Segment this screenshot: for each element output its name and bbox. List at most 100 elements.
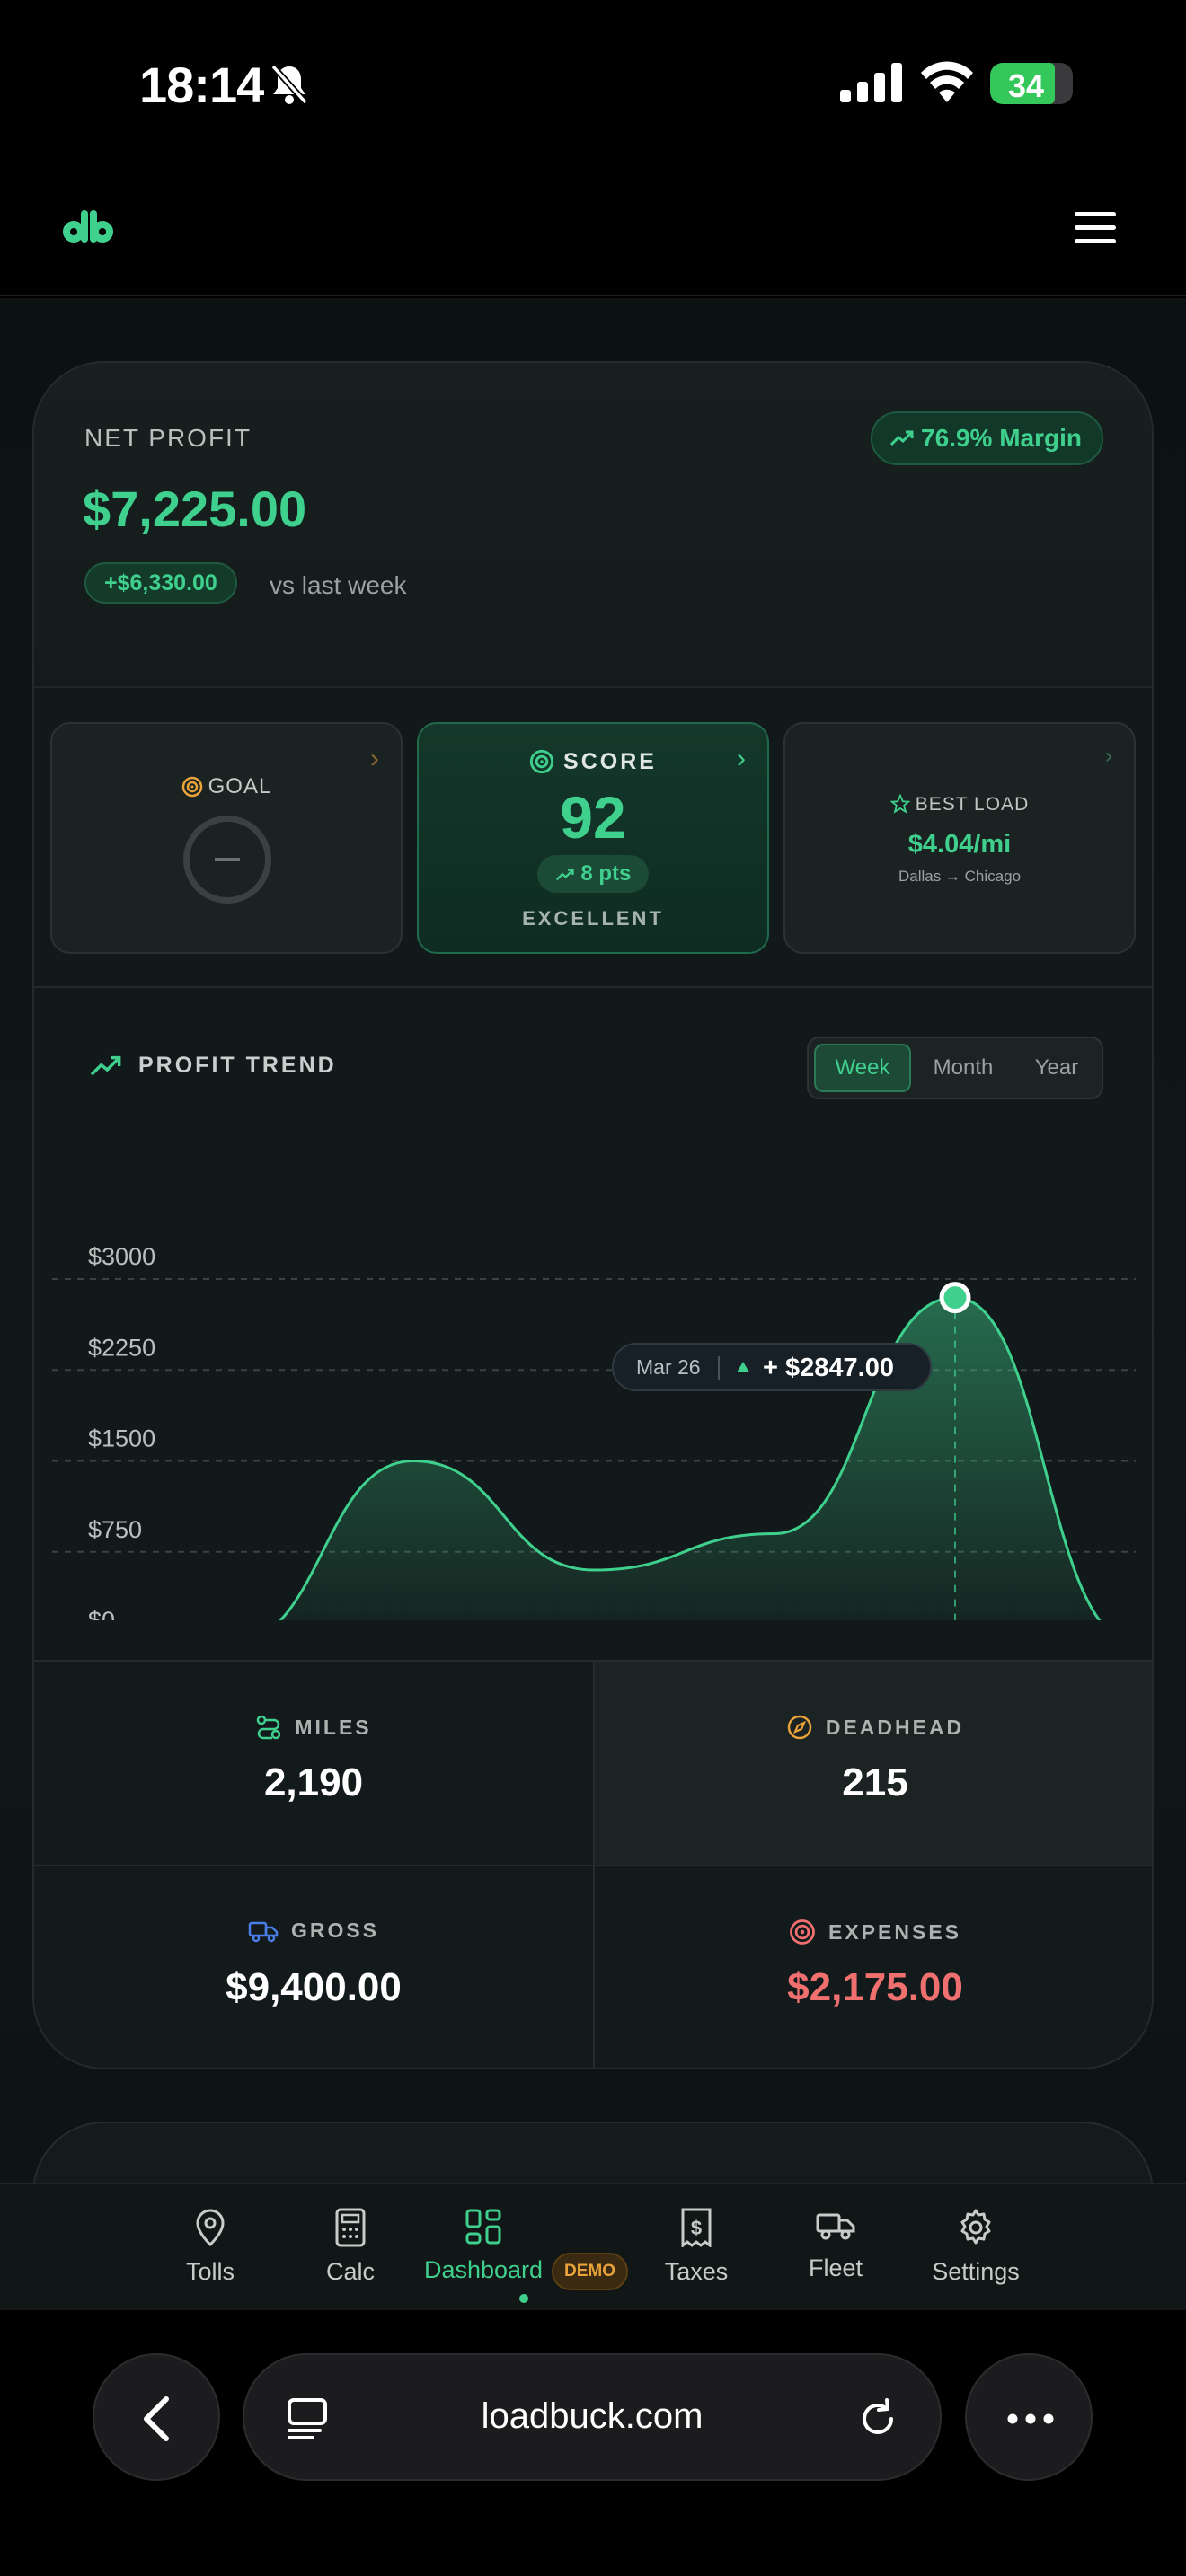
deadhead-stat: DEADHEAD 215 bbox=[595, 1660, 1152, 1865]
profit-delta-badge: +$6,330.00 bbox=[84, 562, 237, 604]
nav-dashboard[interactable]: Dashboard bbox=[419, 2208, 548, 2284]
expenses-label: EXPENSES bbox=[828, 1919, 961, 1944]
y-tick-label: $0 bbox=[88, 1607, 115, 1620]
score-rating: EXCELLENT bbox=[522, 907, 664, 930]
tabs-overview-icon bbox=[288, 2398, 327, 2439]
tab-month[interactable]: Month bbox=[933, 1055, 994, 1080]
target-icon bbox=[181, 776, 202, 798]
hamburger-menu-icon[interactable] bbox=[1075, 212, 1116, 248]
chevron-right-icon: › bbox=[1105, 744, 1112, 768]
y-tick-label: $750 bbox=[88, 1516, 142, 1543]
nav-taxes[interactable]: $ Taxes bbox=[656, 2208, 737, 2286]
trending-up-icon bbox=[555, 869, 574, 881]
active-tab-indicator bbox=[519, 2294, 528, 2303]
net-profit-value: $7,225.00 bbox=[83, 481, 307, 537]
map-pin-icon bbox=[196, 2209, 225, 2247]
target-icon bbox=[529, 749, 554, 774]
chevron-left-icon bbox=[144, 2396, 169, 2441]
chevron-right-icon: › bbox=[370, 744, 379, 773]
best-load-label: BEST LOAD bbox=[785, 793, 1134, 816]
gross-value: $9,400.00 bbox=[226, 1965, 402, 2009]
chevron-right-icon: › bbox=[737, 744, 746, 773]
deadhead-label: DEADHEAD bbox=[825, 1715, 965, 1739]
compass-icon bbox=[787, 1715, 812, 1740]
miles-value: 2,190 bbox=[263, 1760, 364, 1804]
profit-summary-card: NET PROFIT $7,225.00 +$6,330.00 vs last … bbox=[32, 361, 1154, 2069]
tab-week[interactable]: Week bbox=[814, 1044, 911, 1092]
tooltip-value: + $2847.00 bbox=[763, 1354, 894, 1382]
trending-up-icon bbox=[90, 1055, 121, 1076]
best-load-route: Dallas → Chicago bbox=[898, 868, 1022, 885]
nav-calc[interactable]: Calc bbox=[320, 2208, 381, 2286]
nav-tolls[interactable]: Tolls bbox=[180, 2208, 241, 2286]
profit-delta-suffix: vs last week bbox=[270, 571, 407, 599]
expenses-value: $2,175.00 bbox=[787, 1965, 963, 2009]
triangle-up-icon bbox=[737, 1362, 749, 1372]
margin-value: 76.9% Margin bbox=[921, 424, 1082, 452]
route-icon bbox=[257, 1715, 281, 1740]
miles-stat: MILES 2,190 bbox=[34, 1660, 595, 1865]
nav-settings[interactable]: Settings bbox=[925, 2208, 1026, 2286]
gear-icon bbox=[960, 2209, 991, 2245]
reload-icon[interactable] bbox=[855, 2396, 900, 2441]
net-profit-section: NET PROFIT $7,225.00 +$6,330.00 vs last … bbox=[34, 363, 1152, 688]
tooltip-date: Mar 26 bbox=[636, 1355, 701, 1379]
score-card[interactable]: › SCORE 92 8 pts EXCELLENT bbox=[417, 722, 769, 954]
gross-stat: GROSS $9,400.00 bbox=[34, 1865, 595, 2068]
profit-line bbox=[278, 1296, 1102, 1620]
status-bar: 18:14 34 bbox=[0, 0, 1186, 171]
goal-progress-ring bbox=[183, 816, 271, 904]
score-label: SCORE bbox=[419, 749, 767, 775]
y-tick-label: $2250 bbox=[88, 1334, 155, 1361]
score-value: 92 bbox=[560, 784, 626, 851]
score-points-badge: 8 pts bbox=[537, 855, 649, 893]
url-bar[interactable]: loadbuck.com bbox=[243, 2353, 942, 2481]
profit-trend-chart[interactable]: Mar 26 + $2847.00 $3000$2250$1500$750$0 … bbox=[34, 1135, 1154, 1620]
calculator-icon bbox=[335, 2208, 366, 2247]
browser-toolbar: loadbuck.com bbox=[0, 2310, 1186, 2576]
y-tick-label: $1500 bbox=[88, 1425, 155, 1452]
truck-icon bbox=[248, 1921, 279, 1942]
wifi-icon bbox=[921, 61, 973, 102]
expenses-stat: EXPENSES $2,175.00 bbox=[595, 1865, 1152, 2068]
profit-area bbox=[279, 1297, 1100, 1620]
gross-label: GROSS bbox=[290, 1919, 380, 1942]
chart-tooltip: Mar 26 + $2847.00 bbox=[612, 1343, 932, 1391]
best-load-card[interactable]: › BEST LOAD $4.04/mi Dallas → Chicago bbox=[783, 722, 1136, 954]
more-button[interactable] bbox=[965, 2353, 1093, 2481]
battery-indicator: 34 bbox=[990, 63, 1073, 104]
trending-up-icon bbox=[890, 430, 914, 446]
tab-year[interactable]: Year bbox=[1034, 1055, 1079, 1080]
target-icon bbox=[790, 1919, 815, 1945]
loadbuck-logo-icon[interactable] bbox=[61, 208, 117, 244]
margin-badge: 76.9% Margin bbox=[871, 411, 1103, 465]
truck-icon bbox=[816, 2213, 855, 2240]
ellipsis-icon bbox=[1007, 2413, 1054, 2424]
net-profit-label: NET PROFIT bbox=[84, 424, 252, 452]
peak-marker-dot[interactable] bbox=[939, 1282, 971, 1314]
dashboard-grid-icon bbox=[465, 2209, 501, 2245]
svg-text:$: $ bbox=[691, 2217, 702, 2239]
url-text: loadbuck.com bbox=[481, 2396, 704, 2436]
dashboard-content: NET PROFIT $7,225.00 +$6,330.00 vs last … bbox=[0, 298, 1186, 2183]
receipt-dollar-icon: $ bbox=[681, 2208, 712, 2247]
y-tick-label: $3000 bbox=[88, 1243, 155, 1270]
status-time: 18:14 bbox=[139, 57, 264, 113]
profit-trend-title: PROFIT TREND bbox=[90, 1053, 337, 1079]
nav-fleet[interactable]: Fleet bbox=[800, 2208, 872, 2282]
period-tabs: Week Month Year bbox=[807, 1037, 1103, 1099]
section-divider bbox=[34, 986, 1152, 988]
cellular-signal-icon bbox=[840, 63, 902, 102]
demo-badge: DEMO bbox=[552, 2253, 628, 2290]
goal-label: GOAL bbox=[52, 774, 401, 799]
app-header bbox=[0, 171, 1186, 296]
best-load-value: $4.04/mi bbox=[907, 830, 1012, 859]
bell-off-icon bbox=[270, 64, 308, 105]
deadhead-value: 215 bbox=[842, 1760, 908, 1804]
miles-label: MILES bbox=[295, 1715, 372, 1739]
star-icon bbox=[890, 793, 911, 814]
goal-card[interactable]: › GOAL bbox=[50, 722, 403, 954]
back-button[interactable] bbox=[93, 2353, 220, 2481]
bottom-tab-bar: Tolls Calc Dashboard $ Taxes bbox=[0, 2183, 1186, 2310]
market-benchmark-card[interactable] bbox=[32, 2122, 1154, 2183]
